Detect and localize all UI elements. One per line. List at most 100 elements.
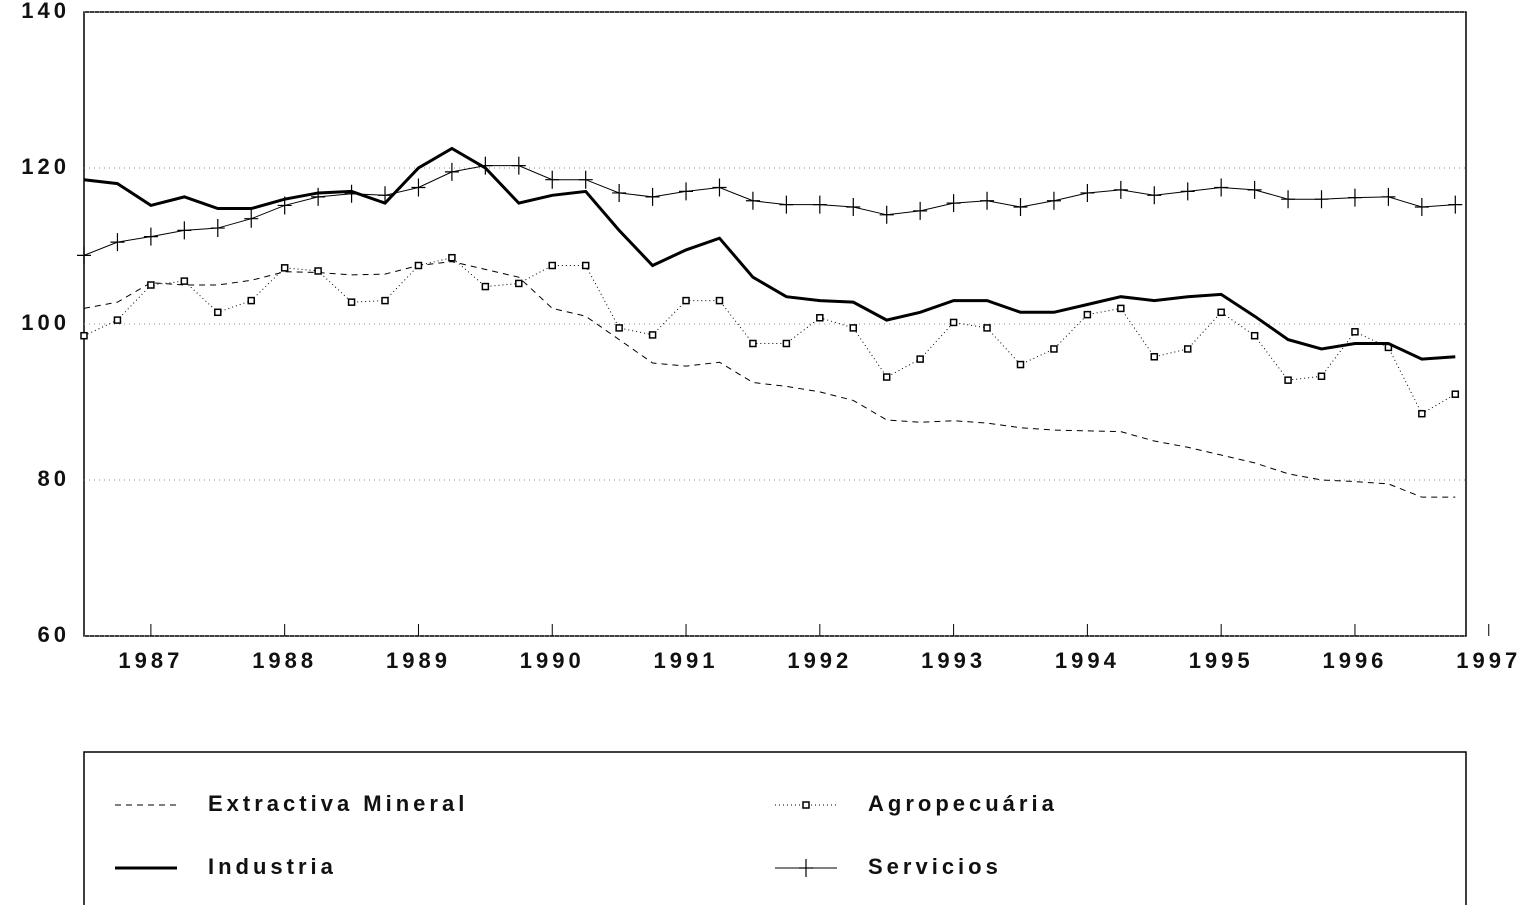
x-tick-label: 1991 — [654, 648, 719, 673]
x-tick-label: 1989 — [386, 648, 451, 673]
data-point — [143, 227, 158, 246]
data-point — [645, 187, 660, 206]
data-point — [849, 324, 858, 332]
y-tick-label: 60 — [38, 622, 70, 647]
data-point — [1314, 190, 1329, 209]
data-point — [448, 253, 456, 262]
y-tick-label: 120 — [21, 154, 70, 179]
data-point — [612, 183, 627, 202]
data-point — [80, 331, 88, 340]
data-point — [277, 196, 292, 215]
series-line — [83, 261, 1456, 498]
x-tick-label: 1992 — [787, 648, 852, 673]
data-point — [615, 324, 623, 332]
data-point — [344, 184, 359, 203]
data-point — [980, 191, 995, 210]
data-point — [214, 308, 222, 317]
legend-marker — [802, 801, 810, 809]
data-point — [745, 191, 760, 210]
data-point — [779, 195, 794, 214]
data-point — [147, 281, 155, 289]
data-point — [1083, 310, 1092, 319]
data-point — [682, 296, 690, 305]
data-point — [648, 331, 657, 339]
legend-label: Industria — [208, 854, 337, 879]
data-point — [478, 156, 493, 175]
data-point — [1150, 353, 1159, 361]
data-point — [177, 221, 192, 240]
data-point — [1183, 345, 1192, 353]
data-point — [1284, 376, 1292, 384]
data-point — [1451, 390, 1460, 398]
data-point — [749, 339, 757, 348]
data-point — [1080, 183, 1095, 202]
data-point — [1418, 409, 1426, 418]
data-point — [280, 264, 289, 272]
legend-label: Extractiva Mineral — [208, 791, 468, 816]
data-point — [110, 233, 125, 252]
data-point — [1347, 188, 1362, 207]
plot-frame — [83, 11, 1467, 637]
data-point — [913, 201, 928, 220]
x-tick-label: 1995 — [1189, 648, 1254, 673]
series-line — [83, 257, 1456, 415]
data-point — [946, 194, 961, 213]
legend-frame — [83, 751, 1467, 910]
data-point — [715, 296, 724, 305]
data-point — [578, 170, 593, 189]
legend-label: Servicios — [868, 854, 1002, 879]
data-point — [1050, 345, 1058, 353]
data-point — [548, 261, 556, 270]
data-point — [210, 219, 225, 238]
data-point — [1046, 191, 1061, 210]
x-tick-label: 1993 — [921, 648, 986, 673]
data-point — [581, 261, 590, 270]
data-point — [1117, 304, 1125, 313]
data-point — [782, 339, 791, 348]
data-point — [1013, 198, 1028, 216]
data-point — [812, 195, 827, 214]
x-tick-label: 1997 — [1456, 648, 1521, 673]
data-point — [1414, 198, 1429, 216]
data-point — [247, 296, 255, 305]
data-point — [1113, 180, 1128, 199]
data-point — [515, 279, 523, 288]
data-point — [244, 209, 259, 228]
data-point — [1448, 195, 1463, 214]
series-line — [83, 146, 1456, 361]
data-point — [180, 277, 189, 285]
data-point — [411, 178, 426, 197]
data-point — [481, 282, 490, 291]
data-point — [882, 373, 891, 381]
data-point — [347, 298, 356, 306]
x-tick-label: 1994 — [1055, 648, 1120, 673]
data-point — [113, 316, 122, 324]
x-tick-label: 1988 — [252, 648, 317, 673]
data-point — [1250, 331, 1259, 340]
data-point — [1214, 178, 1229, 197]
y-tick-label: 140 — [21, 0, 70, 23]
legend-marker — [799, 859, 813, 877]
data-point — [381, 296, 389, 305]
data-point — [949, 318, 958, 327]
legend-label: Agropecuária — [868, 791, 1058, 816]
data-point — [1217, 308, 1225, 317]
data-point — [1016, 360, 1025, 369]
x-tick-label: 1987 — [118, 648, 183, 673]
data-point — [1247, 180, 1262, 199]
data-point — [983, 324, 991, 332]
data-point — [378, 186, 393, 205]
data-point — [444, 162, 459, 181]
data-point — [511, 156, 526, 175]
data-point — [545, 170, 560, 189]
data-point — [1351, 328, 1359, 336]
data-point — [311, 187, 326, 206]
data-point — [1147, 186, 1162, 205]
x-tick-label: 1990 — [520, 648, 585, 673]
data-point — [916, 355, 924, 363]
data-point — [1317, 372, 1326, 381]
y-tick-label: 100 — [21, 310, 70, 335]
data-point — [414, 261, 423, 270]
